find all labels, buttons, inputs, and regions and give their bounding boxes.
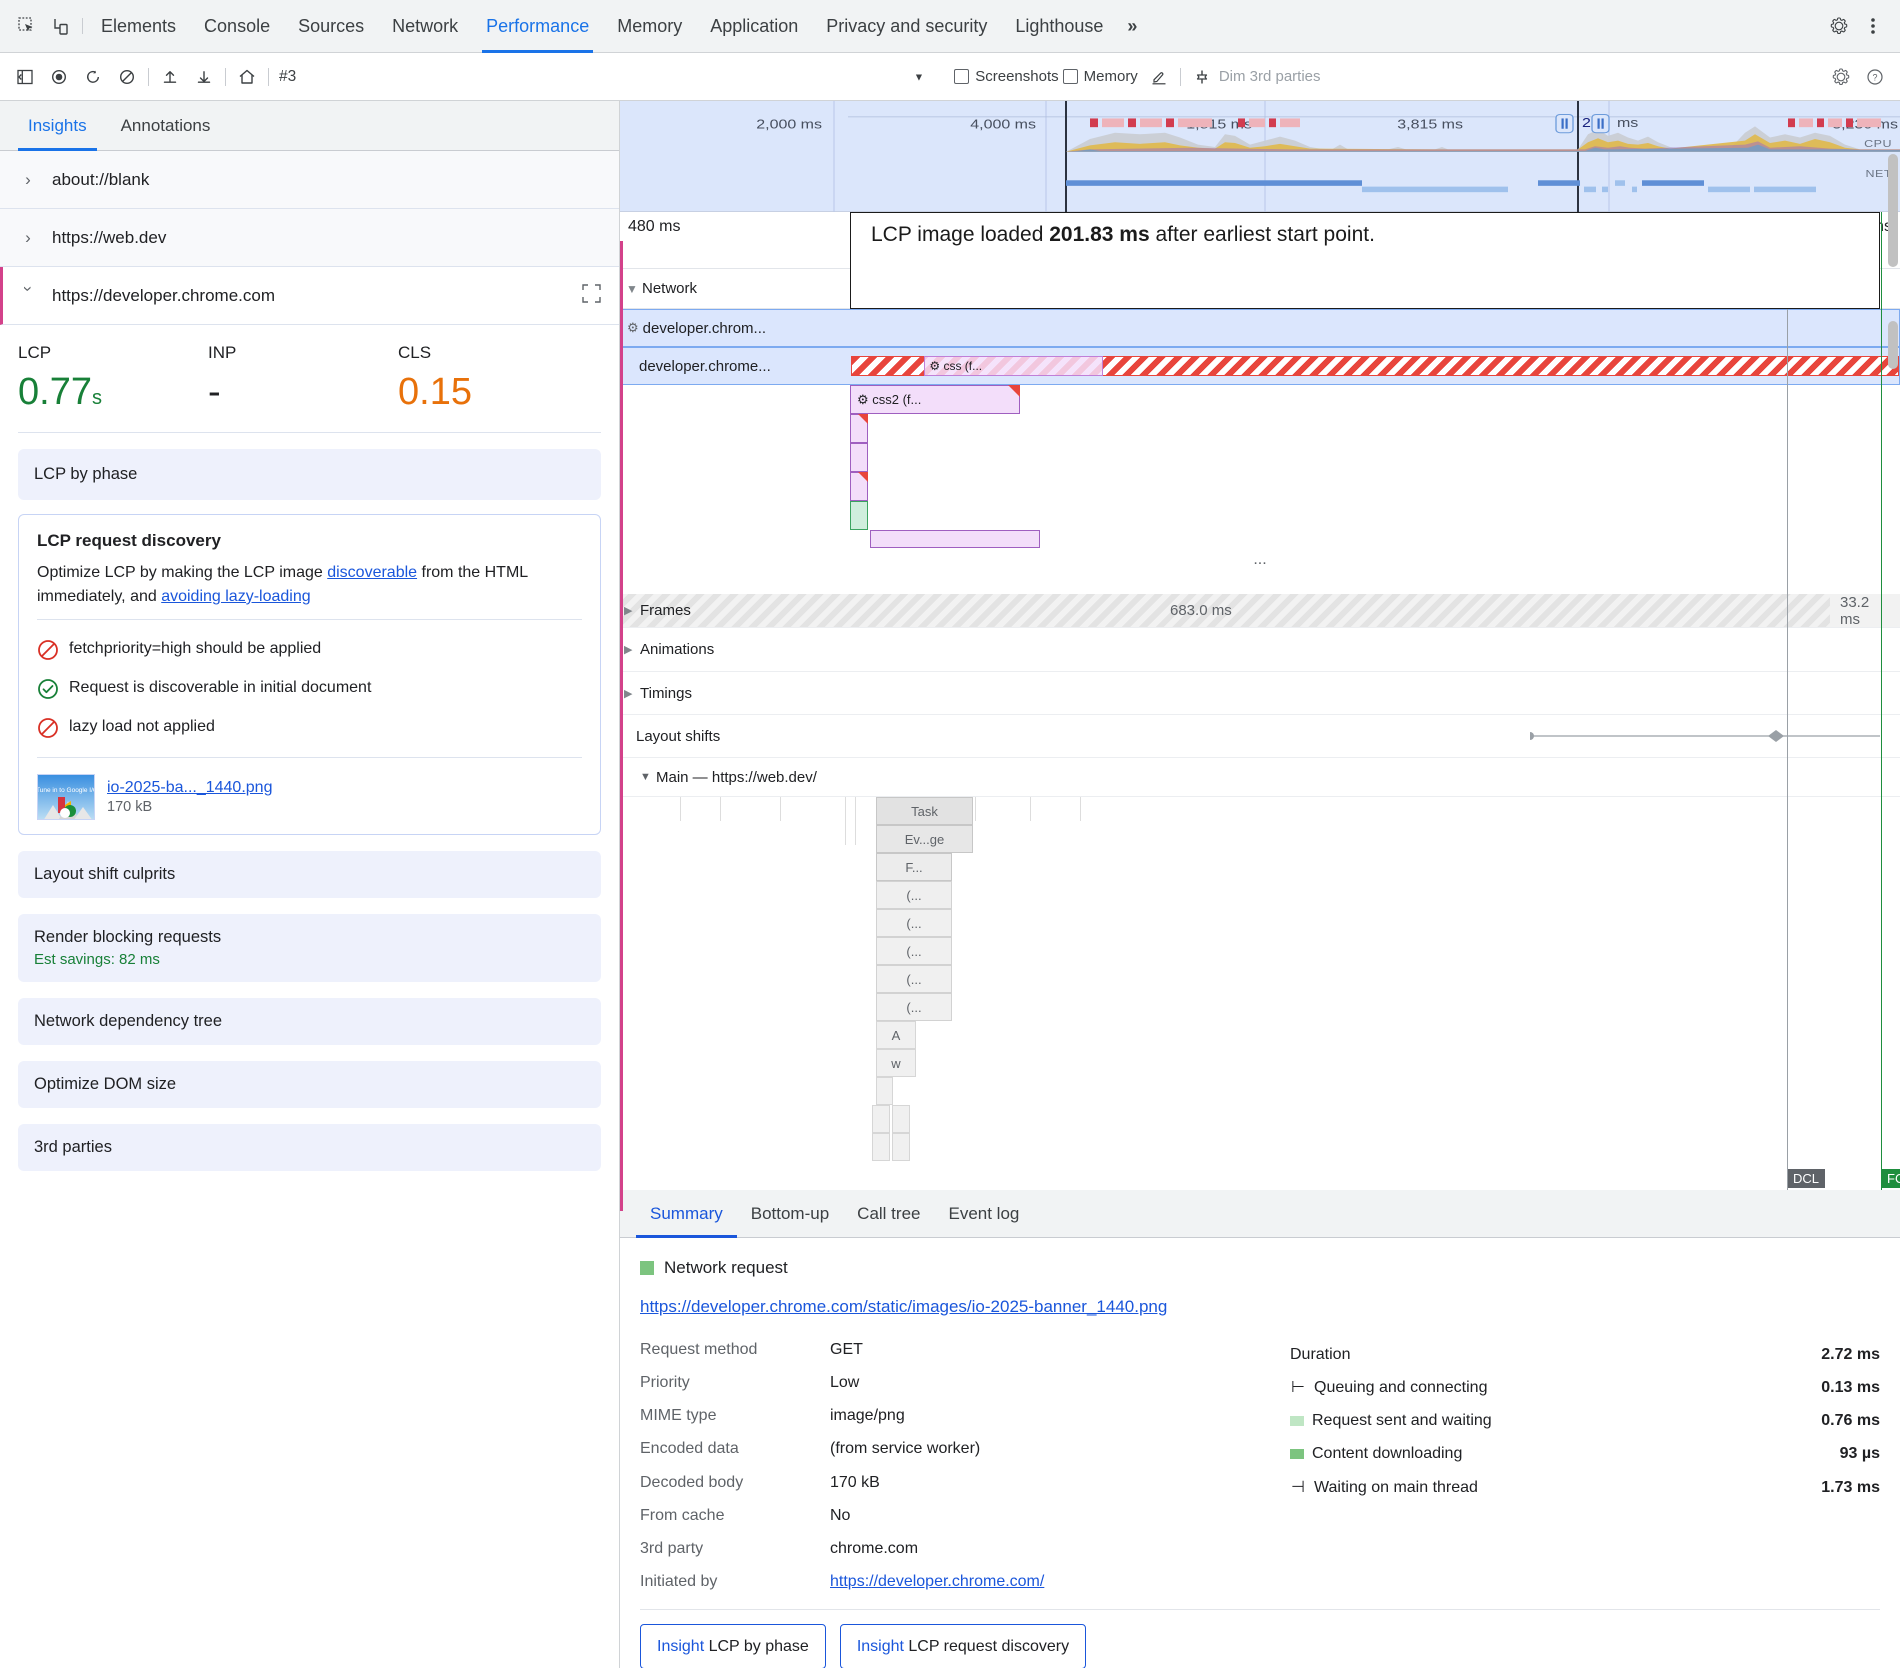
svg-text:ms: ms (1617, 117, 1638, 131)
svg-text:4,000 ms: 4,000 ms (970, 118, 1036, 132)
svg-text:2: 2 (1582, 117, 1591, 131)
svg-text:Tune in to Google I/O: Tune in to Google I/O (38, 787, 95, 794)
svg-text:?: ? (1872, 72, 1877, 82)
svg-text:2,000 ms: 2,000 ms (756, 118, 822, 132)
svg-text:3,815 ms: 3,815 ms (1397, 118, 1463, 132)
